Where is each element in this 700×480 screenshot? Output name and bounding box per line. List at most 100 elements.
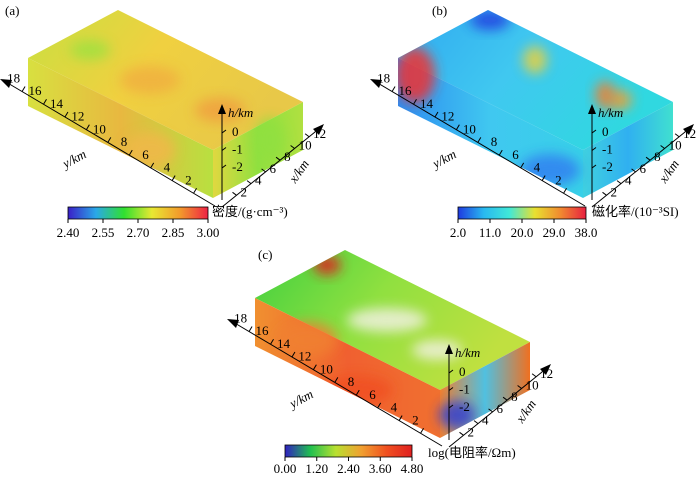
y-tick-label: 14 (50, 96, 64, 111)
y-tick (312, 364, 317, 370)
x-tick-label: 8 (654, 149, 661, 164)
h-tick (448, 369, 454, 374)
x-tick (459, 431, 464, 436)
y-axis-arrow (370, 79, 382, 88)
y-tick (455, 124, 460, 130)
x-tick-label: 10 (669, 137, 682, 152)
x-tick (261, 168, 266, 173)
y-tick-label: 10 (93, 121, 106, 136)
y-tick-label: 14 (277, 336, 291, 351)
x-tick (290, 145, 295, 149)
x-axis (221, 127, 321, 208)
colorbar-tick-label: 1.20 (305, 461, 328, 476)
x-tick (232, 191, 237, 196)
y-tick (398, 415, 403, 421)
h-tick-label: 0 (459, 364, 466, 379)
x-tick-label: 2 (468, 424, 475, 439)
h-tick (591, 147, 597, 151)
h-axis-label: h/km (228, 105, 253, 120)
h-tick-label: 0 (602, 124, 609, 139)
y-tick-label: 16 (399, 83, 413, 98)
y-axis-arrow (227, 319, 239, 328)
y-tick-label: 2 (185, 172, 192, 187)
x-tick-label: 10 (526, 377, 539, 392)
x-tick (246, 180, 252, 184)
texture-blob (70, 40, 110, 60)
texture-blob (322, 376, 392, 404)
h-tick-label: -2 (602, 159, 613, 174)
y-tick-label: 2 (412, 412, 419, 427)
x-axis-arrow (313, 124, 324, 135)
colorbar-tick-label: 3.60 (369, 461, 392, 476)
colorbar-tick-label: 38.0 (575, 225, 598, 240)
y-tick (128, 149, 133, 156)
colorbar-title: 磁化率/(10⁻³SI) (592, 204, 679, 219)
x-tick-label: 6 (270, 161, 277, 176)
x-tick-label: 8 (511, 389, 518, 404)
y-tick-label: 16 (29, 83, 43, 98)
h-axis-label: h/km (455, 345, 480, 360)
y-tick (150, 162, 155, 169)
y-tick-label: 6 (369, 387, 376, 402)
colorbar-tick-label: 3.00 (197, 225, 220, 240)
colorbar-tick-label: 2.55 (92, 225, 115, 240)
y-tick-label: 4 (534, 160, 541, 175)
h-tick (448, 404, 454, 409)
y-tick (420, 428, 424, 434)
x-tick-label: 12 (313, 126, 326, 141)
colorbar-tick-label: 2.70 (127, 225, 150, 240)
y-tick (171, 175, 176, 181)
x-axis (591, 127, 691, 208)
y-tick (377, 402, 382, 409)
y-axis (375, 81, 586, 207)
top-face (398, 10, 673, 150)
texture-blob (313, 255, 341, 275)
h-tick-label: -2 (459, 399, 470, 414)
texture-blob (277, 322, 337, 358)
x-tick (473, 420, 479, 424)
x-tick-label: 8 (284, 149, 291, 164)
h-axis-arrow (218, 104, 226, 114)
y-tick-label: 14 (420, 96, 434, 111)
texture-blob (523, 46, 547, 74)
x-axis-arrow (683, 124, 694, 135)
colorbar-tick-label: 4.80 (401, 461, 424, 476)
colorbar (457, 206, 587, 220)
panel-label: (c) (258, 247, 272, 262)
h-axis-arrow (588, 104, 596, 114)
colorbar (67, 206, 209, 220)
y-tick (43, 98, 47, 105)
x-tick (502, 396, 508, 401)
y-tick (498, 149, 503, 156)
x-tick (275, 156, 281, 161)
x-tick-label: 2 (611, 184, 618, 199)
x-axis (448, 367, 548, 448)
y-tick (520, 162, 525, 169)
colorbar (284, 444, 413, 458)
y-tick (85, 124, 90, 130)
h-tick (221, 164, 227, 169)
h-tick-label: -2 (232, 159, 243, 174)
x-tick-label: 4 (482, 413, 489, 428)
y-tick (355, 389, 360, 396)
x-tick (517, 385, 522, 389)
x-tick (674, 133, 680, 138)
x-tick (645, 156, 651, 161)
y-tick-label: 10 (320, 361, 333, 376)
y-tick (270, 338, 274, 345)
y-tick (334, 377, 339, 383)
h-tick (591, 164, 597, 169)
y-tick-label: 12 (298, 349, 311, 364)
texture-blob (595, 81, 615, 109)
colorbar-title: 密度/(g·cm⁻³) (212, 204, 288, 219)
y-tick-label: 8 (348, 374, 355, 389)
h-tick (221, 147, 227, 151)
colorbar-tick-label: 0.00 (274, 461, 297, 476)
x-tick (660, 145, 665, 149)
y-tick-label: 6 (142, 147, 149, 162)
panel-label: (b) (432, 3, 447, 18)
y-tick (107, 137, 112, 143)
h-axis-arrow (445, 344, 453, 354)
